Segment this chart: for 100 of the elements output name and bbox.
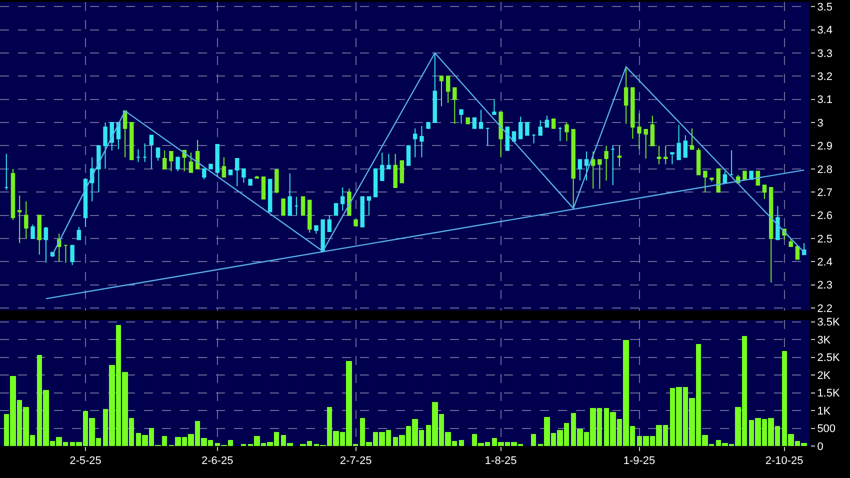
candlestick xyxy=(366,196,372,216)
candlestick xyxy=(136,148,140,162)
candlestick xyxy=(498,112,503,158)
candlestick xyxy=(400,160,404,184)
candlestick xyxy=(103,122,108,170)
y-tick-label: 2.5K xyxy=(817,352,840,364)
candlestick xyxy=(261,176,266,200)
candlestick xyxy=(4,153,9,190)
candlestick xyxy=(703,170,708,193)
candlestick xyxy=(24,200,28,239)
candlestick xyxy=(617,145,622,168)
candlestick xyxy=(664,145,668,165)
candlestick xyxy=(10,168,16,220)
candlestick xyxy=(472,117,477,129)
candlestick xyxy=(762,184,767,200)
candlestick xyxy=(578,159,582,181)
candlestick xyxy=(676,124,681,160)
y-tick-label: 1.5K xyxy=(817,388,840,400)
y-tick-label: 500 xyxy=(817,423,836,436)
candlestick xyxy=(162,150,167,170)
candlestick xyxy=(386,153,391,170)
y-tick-label: 3.3 xyxy=(817,48,832,60)
candlestick xyxy=(525,122,530,136)
candlestick xyxy=(354,219,358,226)
y-tick-label: 2.3 xyxy=(817,280,832,292)
candlestick xyxy=(130,122,134,160)
x-tick-label: 2-10-25 xyxy=(765,455,804,468)
candlestick xyxy=(518,116,523,140)
candlestick xyxy=(195,139,200,170)
candlestick xyxy=(294,196,299,216)
x-tick-label: 2-6-25 xyxy=(201,455,234,468)
candlestick xyxy=(452,87,457,124)
candlestick xyxy=(571,128,576,210)
candlestick xyxy=(360,196,364,228)
candlestick xyxy=(637,112,642,150)
candlestick xyxy=(598,159,602,190)
candlestick xyxy=(406,145,411,166)
candlestick xyxy=(202,168,206,180)
y-tick-label: 2K xyxy=(817,370,832,382)
y-tick-label: 1K xyxy=(817,405,832,418)
y-tick-label: 2.8 xyxy=(817,164,832,176)
bar xyxy=(459,440,464,446)
candlestick xyxy=(96,145,101,193)
candlestick xyxy=(156,148,160,162)
candlestick xyxy=(373,168,378,198)
candlestick xyxy=(281,198,286,216)
y-tick-label: 2.2 xyxy=(817,302,832,315)
candlestick xyxy=(656,145,662,165)
candlestick xyxy=(393,153,398,188)
x-tick-label: 1-9-25 xyxy=(623,455,656,468)
candlestick xyxy=(768,186,774,283)
candlestick xyxy=(274,168,279,194)
candlestick xyxy=(188,152,194,173)
candlestick xyxy=(83,178,88,228)
candlestick xyxy=(776,205,780,240)
x-tick-label: 2-7-25 xyxy=(340,455,372,468)
y-tick-label: 3 xyxy=(817,117,824,130)
candlestick xyxy=(420,126,424,158)
x-tick-label: 2-5-25 xyxy=(70,455,102,468)
candlestick xyxy=(604,145,608,181)
candlestick xyxy=(320,219,325,252)
candlestick xyxy=(268,178,272,212)
candlestick xyxy=(630,87,635,140)
candlestick xyxy=(288,173,292,216)
candlestick xyxy=(334,203,338,216)
candlestick xyxy=(380,152,384,181)
candlestick xyxy=(235,158,240,187)
candlestick xyxy=(37,214,42,256)
candlestick xyxy=(670,152,674,165)
candlestick xyxy=(314,225,318,234)
candlestick xyxy=(690,128,694,150)
x-tick-label: 1-8-25 xyxy=(484,455,517,468)
candlestick xyxy=(300,196,306,216)
candlestick xyxy=(650,115,655,146)
y-tick-label: 0 xyxy=(817,440,824,453)
y-tick-label: 3.4 xyxy=(817,24,832,37)
candlestick xyxy=(413,128,418,158)
candlestick xyxy=(538,120,542,136)
candlestick xyxy=(610,145,615,186)
candlestick xyxy=(176,156,180,172)
candlestick xyxy=(446,76,450,104)
candlestick xyxy=(432,52,438,124)
candlestick xyxy=(795,244,800,260)
candlestick xyxy=(624,66,628,124)
bar xyxy=(531,434,536,446)
candlestick xyxy=(215,144,220,178)
y-tick-label: 2.6 xyxy=(817,210,832,222)
candlestick xyxy=(466,117,470,124)
candlestick xyxy=(149,134,154,170)
candlestick xyxy=(242,168,246,184)
candlestick xyxy=(729,150,734,176)
candlestick xyxy=(44,226,48,264)
candlestick xyxy=(486,128,490,146)
candlestick xyxy=(644,128,648,159)
candlestick xyxy=(492,98,496,115)
candlestick xyxy=(17,195,22,244)
candlestick xyxy=(544,115,550,128)
candlestick xyxy=(788,238,793,248)
candlestick xyxy=(64,244,68,264)
candlestick xyxy=(340,186,345,212)
